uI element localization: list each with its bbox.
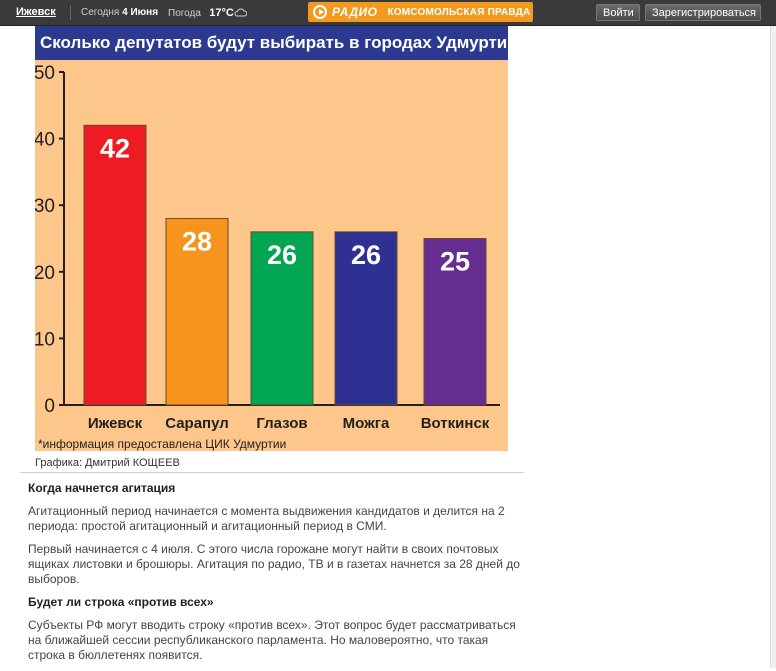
cloud-icon (234, 8, 247, 17)
radio-banner[interactable]: РАДИО КОМСОМОЛЬСКАЯ ПРАВДА (308, 2, 533, 22)
play-icon (313, 5, 327, 19)
category-label: Ижевск (88, 415, 143, 432)
login-button[interactable]: Войти (596, 4, 640, 21)
today-label: Сегодня (81, 7, 120, 18)
data-label: 25 (440, 247, 470, 277)
caption-divider (20, 472, 524, 473)
top-bar: Ижевск Сегодня 4 Июня Погода 17°C РАДИО … (0, 0, 776, 26)
bar-chart: 0 10 20 30 40 50 42 Ижевск 28 Сарапул 26 Глазов 26 Мо… (35, 63, 500, 451)
data-label: 26 (351, 240, 381, 270)
scroll-gutter (770, 26, 776, 668)
data-label: 42 (100, 133, 130, 163)
today-date: 4 Июня (122, 7, 159, 18)
register-button[interactable]: Зарегистрироваться (645, 4, 761, 21)
divider (70, 5, 71, 20)
y-tick-label: 30 (35, 196, 55, 217)
bar-5 (423, 238, 487, 406)
bar-2 (165, 218, 229, 406)
y-tick-label: 20 (35, 263, 55, 284)
radio-paper-name: КОМСОМОЛЬСКАЯ ПРАВДА (387, 6, 531, 18)
chart-footnote: *информация предоставлена ЦИК Удмуртии (38, 437, 286, 451)
chart-title: Сколько депутатов будут выбирать в город… (35, 26, 508, 60)
graphic-credit: Графика: Дмитрий КОЩЕЕВ (35, 457, 180, 469)
paragraph: Субъекты РФ могут вводить строку «против… (28, 618, 516, 662)
date-display: Сегодня 4 Июня (81, 7, 158, 18)
article-body: Когда начнется агитация Агитационный пер… (28, 481, 528, 671)
bar-4 (334, 231, 398, 406)
y-tick-label: 0 (44, 396, 55, 417)
y-tick-label: 10 (35, 329, 55, 350)
section-heading-agitation: Когда начнется агитация (28, 481, 176, 495)
temperature: 17°C (209, 7, 234, 19)
paragraph: Первый начинается с 4 июля. С этого числ… (28, 542, 520, 586)
y-tick-label: 50 (35, 63, 55, 84)
weather-display: Погода 17°C (168, 7, 234, 19)
data-label: 26 (267, 240, 297, 270)
city-link[interactable]: Ижевск (16, 6, 56, 18)
chart-figure: Сколько депутатов будут выбирать в город… (35, 26, 508, 451)
category-label: Глазов (256, 415, 307, 432)
radio-word: РАДИО (332, 5, 378, 19)
category-label: Можга (343, 415, 390, 432)
bar-3 (250, 231, 314, 406)
section-heading-against-all: Будет ли строка «против всех» (28, 595, 214, 609)
data-label: 28 (182, 227, 212, 257)
weather-label: Погода (168, 8, 201, 19)
category-label: Воткинск (421, 415, 490, 432)
bar-1 (83, 124, 147, 406)
paragraph: Агитационный период начинается с момента… (28, 504, 505, 533)
y-tick-label: 40 (35, 130, 55, 151)
category-label: Сарапул (165, 415, 229, 432)
